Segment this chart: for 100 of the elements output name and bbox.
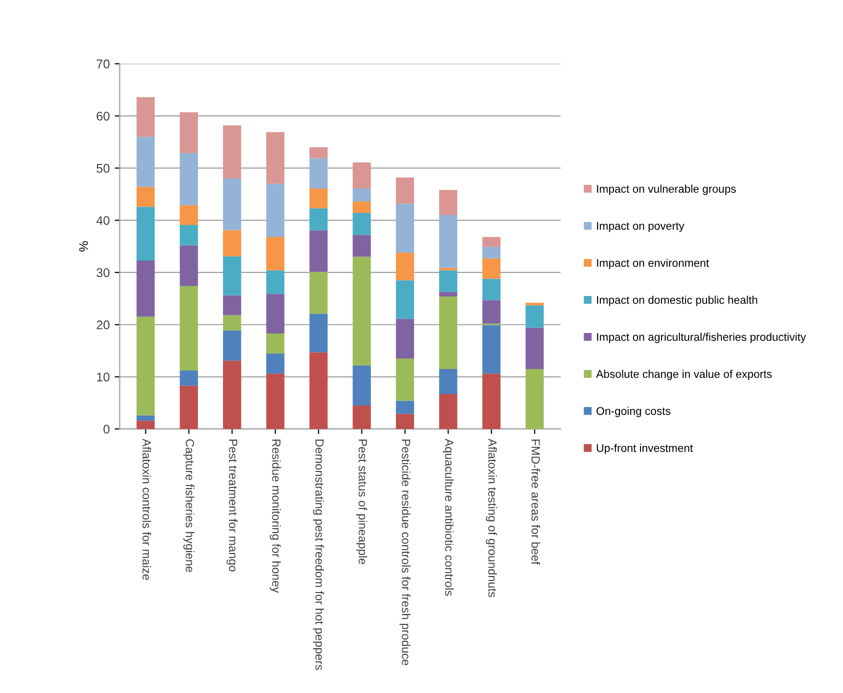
bar [223, 360, 242, 429]
x-tick-label: Pest status of pineapple [356, 440, 368, 564]
y-tick-label: 10 [97, 372, 110, 382]
bar [352, 234, 371, 257]
bar [266, 374, 284, 429]
bar [266, 184, 284, 237]
bar [526, 328, 544, 369]
bar [180, 205, 198, 225]
bar [352, 256, 371, 366]
y-tick-label: 20 [96, 320, 110, 330]
bar [396, 358, 414, 401]
bar [180, 224, 198, 246]
bar [352, 201, 371, 213]
x-tick-label: Capture fisheries hygiene [183, 439, 194, 572]
y-axis-title: % [79, 241, 88, 252]
bar [439, 268, 458, 270]
legend-label: Impact on domestic public health [597, 296, 758, 306]
bar [223, 256, 242, 296]
bar [439, 292, 458, 296]
bar [180, 386, 198, 429]
legend-label: Impact on vulnerable groups [597, 184, 736, 195]
x-tick-label: Demonstrating pest freedom for hot peppers [313, 440, 324, 670]
bar [136, 260, 155, 317]
y-tick-label: 30 [96, 268, 110, 278]
y-tick-label: 50 [96, 164, 110, 173]
bar [439, 368, 458, 394]
bar [223, 230, 242, 256]
bar [136, 316, 155, 416]
bar [309, 272, 328, 314]
y-tick-label: 40 [96, 216, 110, 225]
y-tick-label: 70 [96, 60, 110, 68]
legend-label: Absolute change in value of exports [596, 370, 772, 380]
bar [136, 206, 155, 260]
legend-label: On-going costs [596, 406, 670, 418]
bar [223, 330, 242, 361]
bar [223, 295, 242, 316]
bar [136, 420, 155, 429]
bar [482, 236, 501, 247]
bar [352, 365, 371, 406]
bar [439, 394, 458, 429]
bar [526, 368, 544, 429]
x-tick-label: Aflatoxin controls for maize [142, 438, 152, 580]
bar [439, 296, 458, 369]
bar [482, 246, 501, 258]
bar [223, 125, 242, 179]
legend-label: Impact on environment [597, 258, 709, 270]
x-tick-label: Pesticide residue controls for fresh produce [399, 440, 410, 666]
bar [352, 162, 371, 188]
bar [180, 245, 198, 286]
y-tick-label: 0 [104, 424, 110, 434]
bar [266, 353, 284, 374]
bar [396, 252, 414, 280]
bar [223, 178, 242, 230]
bar [266, 333, 284, 354]
bar [396, 204, 414, 253]
bar [180, 370, 198, 386]
bar [223, 315, 242, 330]
x-tick-label: Aflatoxin testing of groundnuts [486, 438, 497, 598]
bar [482, 300, 501, 324]
bar [526, 302, 544, 306]
bar [309, 188, 328, 208]
bar [396, 280, 414, 319]
bar [439, 270, 458, 292]
bar [482, 258, 501, 279]
bar [136, 186, 155, 207]
legend-label: Impact on agricultural/fisheries productivity [597, 332, 806, 344]
bar [266, 132, 284, 184]
x-tick-label: Aquaculture antibiotic controls [442, 438, 454, 596]
bar [180, 152, 198, 206]
bar [266, 236, 284, 270]
bar [309, 230, 328, 272]
bar [309, 158, 328, 188]
y-tick-label: 60 [96, 112, 110, 121]
bar [180, 286, 198, 371]
bar [439, 190, 458, 216]
bar [482, 325, 501, 374]
bar [439, 215, 458, 268]
bar [396, 318, 414, 359]
x-tick-label: Pest treatment for mango [226, 440, 238, 572]
bar [352, 188, 371, 202]
bar [482, 278, 501, 300]
bar [136, 97, 155, 137]
bar [396, 400, 414, 414]
legend-label: Up-front investment [596, 444, 693, 454]
bar [266, 294, 284, 334]
bar [482, 374, 501, 429]
legend-label: Impact on poverty [597, 222, 684, 232]
bar [352, 212, 371, 235]
x-tick-label: Residue monitoring for honey [270, 440, 281, 593]
bar [526, 305, 544, 328]
bar [352, 405, 371, 429]
bar [309, 147, 328, 158]
bar [396, 414, 414, 429]
bar [309, 208, 328, 230]
bar [136, 415, 155, 421]
bar [396, 177, 414, 204]
x-tick-label: FMD-free areas for beef [531, 440, 540, 565]
bar [309, 314, 328, 352]
bar [136, 136, 155, 187]
bar [309, 352, 328, 429]
